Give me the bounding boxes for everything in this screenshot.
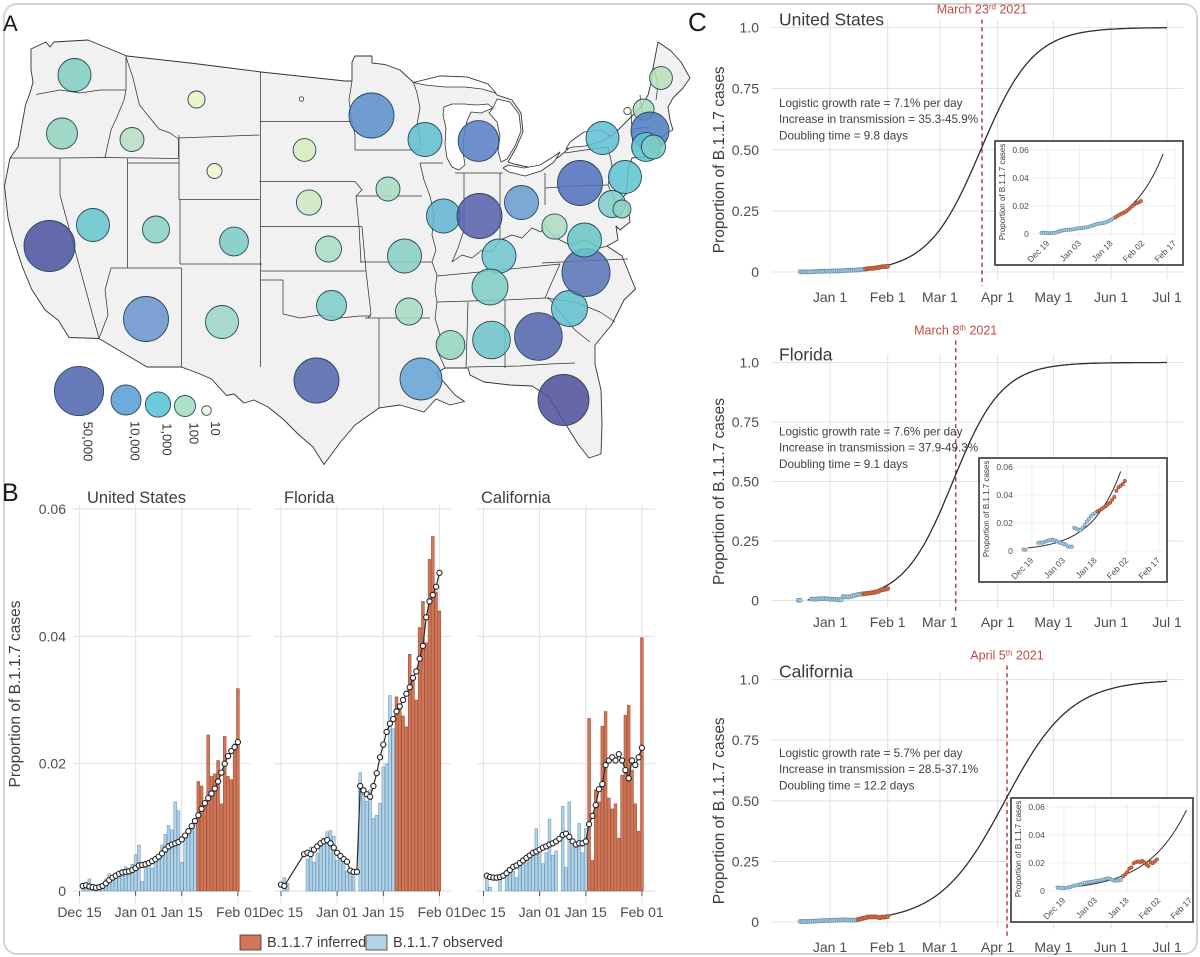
svg-text:0: 0 bbox=[1040, 886, 1045, 896]
svg-text:Jan 01: Jan 01 bbox=[115, 904, 157, 920]
svg-text:Feb 1: Feb 1 bbox=[870, 939, 906, 955]
svg-text:Proportion of B.1.1.7 cases: Proportion of B.1.1.7 cases bbox=[998, 144, 1007, 241]
svg-text:Feb 1: Feb 1 bbox=[870, 289, 906, 305]
svg-text:Feb 01: Feb 01 bbox=[620, 904, 664, 920]
svg-text:Jun 1: Jun 1 bbox=[1094, 939, 1128, 955]
svg-text:Jul 1: Jul 1 bbox=[1152, 289, 1182, 305]
svg-text:B.1.1.7 observed: B.1.1.7 observed bbox=[393, 935, 503, 951]
svg-text:0.04: 0.04 bbox=[996, 490, 1013, 500]
svg-text:0.06: 0.06 bbox=[1028, 802, 1045, 812]
svg-text:Jan 15: Jan 15 bbox=[565, 904, 607, 920]
svg-text:March 23rd 2021: March 23rd 2021 bbox=[937, 2, 1028, 17]
svg-text:Jun 1: Jun 1 bbox=[1094, 614, 1128, 630]
svg-text:Mar 1: Mar 1 bbox=[922, 614, 958, 630]
svg-text:1,000: 1,000 bbox=[160, 423, 175, 456]
svg-text:0: 0 bbox=[1008, 546, 1013, 556]
svg-text:California: California bbox=[481, 489, 552, 507]
svg-text:April 5th 2021: April 5th 2021 bbox=[970, 648, 1043, 663]
svg-text:California: California bbox=[779, 662, 853, 682]
svg-text:Proportion of B.1.1.7 cases: Proportion of B.1.1.7 cases bbox=[711, 398, 728, 585]
svg-text:Feb 1: Feb 1 bbox=[870, 614, 906, 630]
svg-text:0.04: 0.04 bbox=[39, 628, 66, 644]
svg-text:Jan 1: Jan 1 bbox=[813, 939, 847, 955]
svg-text:0.50: 0.50 bbox=[732, 474, 759, 490]
svg-text:Feb 01: Feb 01 bbox=[418, 904, 462, 920]
svg-text:10: 10 bbox=[208, 421, 223, 435]
svg-text:0.75: 0.75 bbox=[732, 81, 759, 97]
svg-text:0.75: 0.75 bbox=[732, 414, 759, 430]
svg-text:Proportion of B.1.1.7 cases: Proportion of B.1.1.7 cases bbox=[711, 66, 728, 253]
svg-text:Jan 1: Jan 1 bbox=[813, 289, 847, 305]
svg-text:Apr 1: Apr 1 bbox=[981, 614, 1015, 630]
svg-text:Dec 15: Dec 15 bbox=[57, 904, 102, 920]
svg-text:Increase in transmission = 35.: Increase in transmission = 35.3-45.9% bbox=[779, 113, 978, 126]
svg-text:0.25: 0.25 bbox=[732, 533, 759, 549]
svg-text:Doubling time = 9.8 days: Doubling time = 9.8 days bbox=[779, 129, 908, 142]
svg-text:Jan 1: Jan 1 bbox=[813, 614, 847, 630]
svg-text:March 8th 2021: March 8th 2021 bbox=[914, 323, 997, 338]
svg-text:0.50: 0.50 bbox=[732, 793, 759, 809]
svg-text:1.0: 1.0 bbox=[740, 355, 760, 371]
svg-text:0.25: 0.25 bbox=[732, 853, 759, 869]
svg-text:Jan 01: Jan 01 bbox=[316, 904, 358, 920]
svg-text:Proportion of B.1.1.7 cases: Proportion of B.1.1.7 cases bbox=[982, 461, 991, 558]
svg-text:May 1: May 1 bbox=[1034, 939, 1072, 955]
svg-text:Proportion of B.1.1.7 cases: Proportion of B.1.1.7 cases bbox=[711, 717, 728, 904]
svg-text:0: 0 bbox=[1024, 229, 1029, 239]
svg-text:Florida: Florida bbox=[284, 489, 335, 507]
svg-text:0.02: 0.02 bbox=[1028, 858, 1045, 868]
svg-text:B.1.1.7 inferred: B.1.1.7 inferred bbox=[267, 935, 366, 951]
svg-text:1.0: 1.0 bbox=[740, 20, 760, 36]
svg-text:0.04: 0.04 bbox=[1012, 173, 1029, 183]
svg-text:0.02: 0.02 bbox=[1012, 201, 1029, 211]
svg-text:Doubling time = 12.2 days: Doubling time = 12.2 days bbox=[779, 779, 915, 792]
svg-text:May 1: May 1 bbox=[1034, 289, 1072, 305]
svg-text:Jul 1: Jul 1 bbox=[1152, 939, 1182, 955]
svg-text:Jan 01: Jan 01 bbox=[519, 904, 561, 920]
svg-text:Logistic growth rate = 7.6% pe: Logistic growth rate = 7.6% per day bbox=[779, 426, 963, 439]
svg-text:0.02: 0.02 bbox=[39, 756, 66, 772]
svg-text:Dec 15: Dec 15 bbox=[461, 904, 506, 920]
svg-text:May 1: May 1 bbox=[1034, 614, 1072, 630]
svg-text:United States: United States bbox=[779, 10, 884, 30]
svg-text:0: 0 bbox=[751, 914, 759, 930]
svg-text:10,000: 10,000 bbox=[128, 421, 143, 461]
svg-text:0.50: 0.50 bbox=[732, 142, 759, 158]
svg-text:Dec 15: Dec 15 bbox=[259, 904, 304, 920]
svg-text:Doubling time = 9.1 days: Doubling time = 9.1 days bbox=[779, 458, 908, 471]
svg-text:Logistic growth rate = 5.7% pe: Logistic growth rate = 5.7% per day bbox=[779, 747, 963, 760]
svg-text:Apr 1: Apr 1 bbox=[981, 939, 1015, 955]
svg-text:50,000: 50,000 bbox=[81, 422, 96, 462]
svg-text:Apr 1: Apr 1 bbox=[981, 289, 1015, 305]
svg-text:Logistic growth rate = 7.1% pe: Logistic growth rate = 7.1% per day bbox=[779, 97, 963, 110]
svg-text:Jan 15: Jan 15 bbox=[362, 904, 404, 920]
svg-text:Proportion of B.1.1.7 cases: Proportion of B.1.1.7 cases bbox=[7, 600, 24, 787]
svg-text:0.06: 0.06 bbox=[39, 501, 66, 517]
svg-text:Florida: Florida bbox=[779, 345, 833, 365]
svg-text:Increase in transmission = 37.: Increase in transmission = 37.9-49.3% bbox=[779, 442, 978, 455]
svg-text:0: 0 bbox=[751, 593, 759, 609]
svg-text:0.06: 0.06 bbox=[1012, 145, 1029, 155]
svg-text:0: 0 bbox=[58, 883, 66, 899]
svg-text:1.0: 1.0 bbox=[740, 672, 760, 688]
svg-text:100: 100 bbox=[187, 423, 202, 445]
svg-text:0: 0 bbox=[751, 264, 759, 280]
svg-text:0.06: 0.06 bbox=[996, 462, 1013, 472]
svg-text:0.25: 0.25 bbox=[732, 203, 759, 219]
svg-text:Feb 01: Feb 01 bbox=[216, 904, 260, 920]
svg-text:0.75: 0.75 bbox=[732, 732, 759, 748]
svg-text:Increase in transmission = 28.: Increase in transmission = 28.5-37.1% bbox=[779, 763, 978, 776]
svg-text:Jul 1: Jul 1 bbox=[1152, 614, 1182, 630]
svg-text:Jun 1: Jun 1 bbox=[1094, 289, 1128, 305]
svg-text:Mar 1: Mar 1 bbox=[922, 939, 958, 955]
svg-text:United States: United States bbox=[87, 489, 186, 507]
svg-text:Mar 1: Mar 1 bbox=[922, 289, 958, 305]
svg-text:Jan 15: Jan 15 bbox=[161, 904, 203, 920]
svg-text:Proportion of B.1.1.7 cases: Proportion of B.1.1.7 cases bbox=[1014, 801, 1023, 898]
svg-text:0.02: 0.02 bbox=[996, 518, 1013, 528]
svg-text:0.04: 0.04 bbox=[1028, 830, 1045, 840]
